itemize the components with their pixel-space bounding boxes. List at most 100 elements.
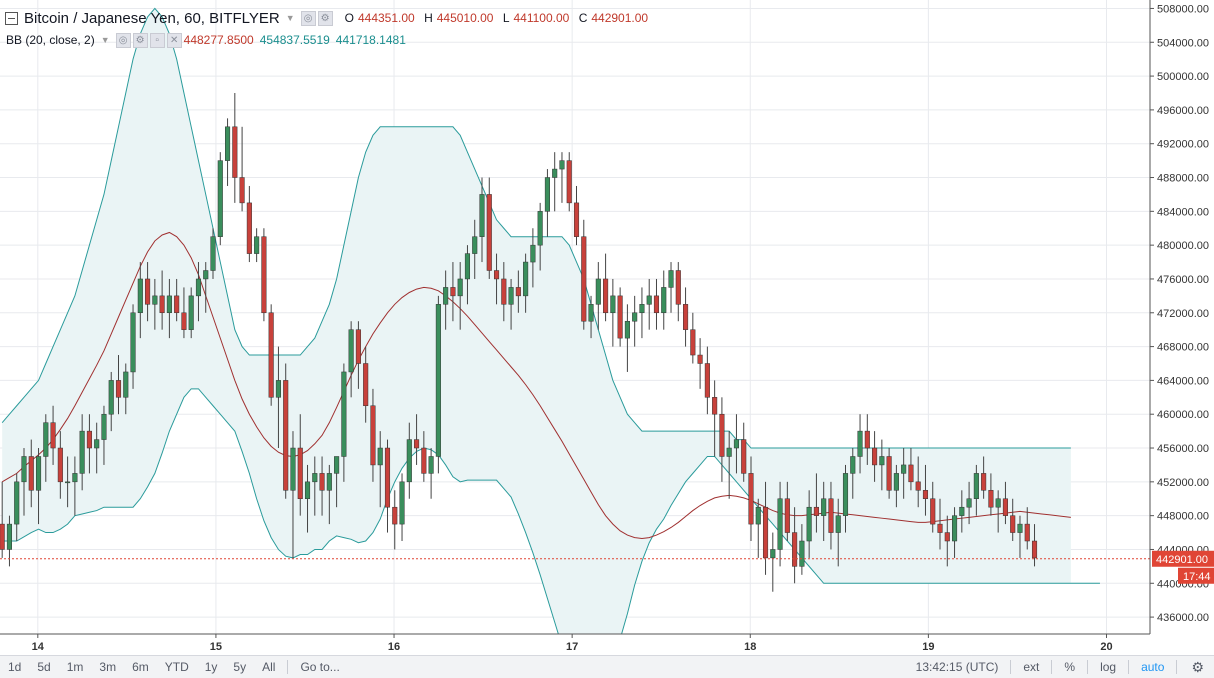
candle-body xyxy=(893,473,899,491)
candle-body xyxy=(661,287,667,314)
band-fill xyxy=(2,8,1071,678)
candle-body xyxy=(523,261,529,297)
candle-body xyxy=(712,397,718,415)
time-tick-label: 18 xyxy=(744,641,756,653)
candle-body xyxy=(603,278,609,314)
candle-body xyxy=(297,447,303,499)
candle-body xyxy=(668,270,674,288)
candle-body xyxy=(1010,515,1016,533)
candle-body xyxy=(617,295,623,339)
candle-body xyxy=(72,473,78,483)
candle-body xyxy=(530,244,536,263)
candle-body xyxy=(363,363,369,407)
price-tick-label: 468000.00 xyxy=(1157,342,1209,354)
percent-scale-toggle[interactable]: % xyxy=(1064,660,1076,674)
candle-body xyxy=(690,329,696,356)
time-tick-label: 16 xyxy=(388,641,400,653)
candle-body xyxy=(0,523,5,550)
candle-body xyxy=(392,506,398,525)
settings-icon[interactable]: ⚙ xyxy=(317,10,333,26)
candle-body xyxy=(595,278,601,305)
time-tick-label: 17 xyxy=(566,641,578,653)
range-1d-button[interactable]: 1d xyxy=(8,660,22,674)
price-tick-label: 508000.00 xyxy=(1157,3,1209,15)
candle-body xyxy=(842,473,849,516)
candle-body xyxy=(130,312,136,373)
candle-body xyxy=(566,160,572,204)
countdown-badge-text: 17:44 xyxy=(1183,571,1211,583)
candle-body xyxy=(239,177,245,204)
goto-button[interactable]: Go to... xyxy=(300,660,340,674)
chevron-down-icon[interactable]: ▼ xyxy=(285,13,295,23)
indicator-hide-icon[interactable]: ◎ xyxy=(115,32,131,48)
ohlc-high-value: 445010.00 xyxy=(436,11,494,25)
range-all-button[interactable]: All xyxy=(262,660,276,674)
candle-body xyxy=(770,549,776,559)
toolbar-right: 13:42:15 (UTC) ext % log auto ⚙ xyxy=(908,656,1214,678)
candle-body xyxy=(493,270,500,280)
candle-body xyxy=(377,447,383,466)
candle-body xyxy=(813,506,819,516)
symbol-title[interactable]: Bitcoin / Japanese Yen, 60, BITFLYER xyxy=(24,9,280,27)
candle-body xyxy=(283,380,289,491)
candle-body xyxy=(515,287,521,297)
range-5d-button[interactable]: 5d xyxy=(37,660,51,674)
price-axis[interactable]: 508000.00 504000.00 500000.00 496000.00 4920… xyxy=(1149,0,1214,634)
auto-scale-toggle[interactable]: auto xyxy=(1141,660,1165,674)
time-axis[interactable]: 141516171819202118: xyxy=(0,633,1214,655)
candle-body xyxy=(537,211,543,246)
range-6m-button[interactable]: 6m xyxy=(132,660,149,674)
candles xyxy=(0,92,1038,592)
indicator-remove-icon[interactable]: ✕ xyxy=(166,32,182,48)
toolbar-divider xyxy=(1176,660,1178,674)
last-price-badge: 442901.00 17:44 xyxy=(1152,550,1214,584)
candle-body xyxy=(988,490,994,508)
price-tick-label: 452000.00 xyxy=(1157,477,1209,489)
toolbar-divider xyxy=(1051,660,1053,674)
clock-readout[interactable]: 13:42:15 (UTC) xyxy=(915,660,999,674)
log-scale-toggle[interactable]: log xyxy=(1100,660,1117,674)
bb-upper-value: 454837.5519 xyxy=(259,33,330,47)
candle-body xyxy=(14,481,20,525)
candle-body xyxy=(421,447,427,474)
candle-body xyxy=(21,456,27,483)
indicator-settings-icon[interactable]: ⚙ xyxy=(132,32,148,48)
candle-body xyxy=(188,295,194,330)
candle-body xyxy=(828,498,834,533)
range-ytd-button[interactable]: YTD xyxy=(164,660,189,674)
indicator-chevron-icon[interactable]: ▼ xyxy=(100,35,110,45)
candle-body xyxy=(304,481,311,499)
candle-body xyxy=(624,320,630,339)
ohlc-open-value: 444351.00 xyxy=(357,11,415,25)
hide-icon[interactable]: ◎ xyxy=(300,10,316,26)
candle-body xyxy=(981,473,987,491)
candle-body xyxy=(457,278,463,297)
toolbar-divider xyxy=(1010,660,1012,674)
range-1y-button[interactable]: 1y xyxy=(204,660,218,674)
time-tick-label: 14 xyxy=(32,641,45,653)
toolbar-divider xyxy=(1087,660,1089,674)
range-5y-button[interactable]: 5y xyxy=(233,660,247,674)
ext-hours-toggle[interactable]: ext xyxy=(1023,660,1040,674)
range-3m-button[interactable]: 3m xyxy=(99,660,117,674)
candle-body xyxy=(486,194,492,271)
upper-band-line xyxy=(1,7,1071,449)
range-1m-button[interactable]: 1m xyxy=(66,660,84,674)
indicator-more-icon[interactable]: ▫ xyxy=(149,32,165,48)
candle-body xyxy=(792,532,798,567)
candle-body xyxy=(28,456,34,491)
time-tick-label: 20 xyxy=(1100,641,1112,653)
candle-body xyxy=(261,236,267,314)
candle-body xyxy=(254,236,260,254)
indicator-label[interactable]: BB (20, close, 2) xyxy=(6,33,95,47)
candle-body xyxy=(872,447,878,466)
gear-icon[interactable]: ⚙ xyxy=(1191,658,1204,675)
candle-body xyxy=(573,202,580,237)
candle-body xyxy=(268,312,274,398)
candle-body xyxy=(79,430,85,474)
candle-body xyxy=(443,287,449,305)
collapse-legend-icon[interactable] xyxy=(5,11,18,25)
candle-body xyxy=(246,202,252,254)
